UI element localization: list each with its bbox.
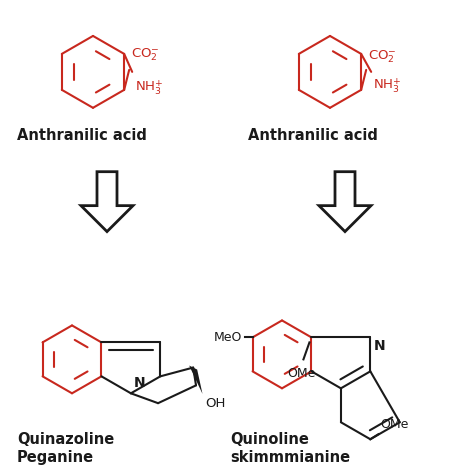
Text: OH: OH <box>206 397 226 410</box>
Text: CO$_2^{-}$: CO$_2^{-}$ <box>368 48 397 65</box>
Text: MeO: MeO <box>214 331 243 344</box>
Text: N: N <box>374 339 385 354</box>
Text: CO$_2^{-}$: CO$_2^{-}$ <box>131 46 160 63</box>
Polygon shape <box>319 172 371 232</box>
Text: Quinazoline
Peganine: Quinazoline Peganine <box>17 432 114 465</box>
Text: NH$_3^{+}$: NH$_3^{+}$ <box>373 76 401 95</box>
Text: Quinoline
skimmmianine: Quinoline skimmmianine <box>230 432 350 465</box>
Text: OMe: OMe <box>287 367 316 380</box>
Text: NH$_3^{+}$: NH$_3^{+}$ <box>135 78 164 97</box>
Text: Anthranilic acid: Anthranilic acid <box>248 128 378 143</box>
Text: OMe: OMe <box>380 418 409 431</box>
Polygon shape <box>189 365 202 394</box>
Text: N: N <box>134 376 146 390</box>
Text: Anthranilic acid: Anthranilic acid <box>17 128 147 143</box>
Polygon shape <box>81 172 133 232</box>
